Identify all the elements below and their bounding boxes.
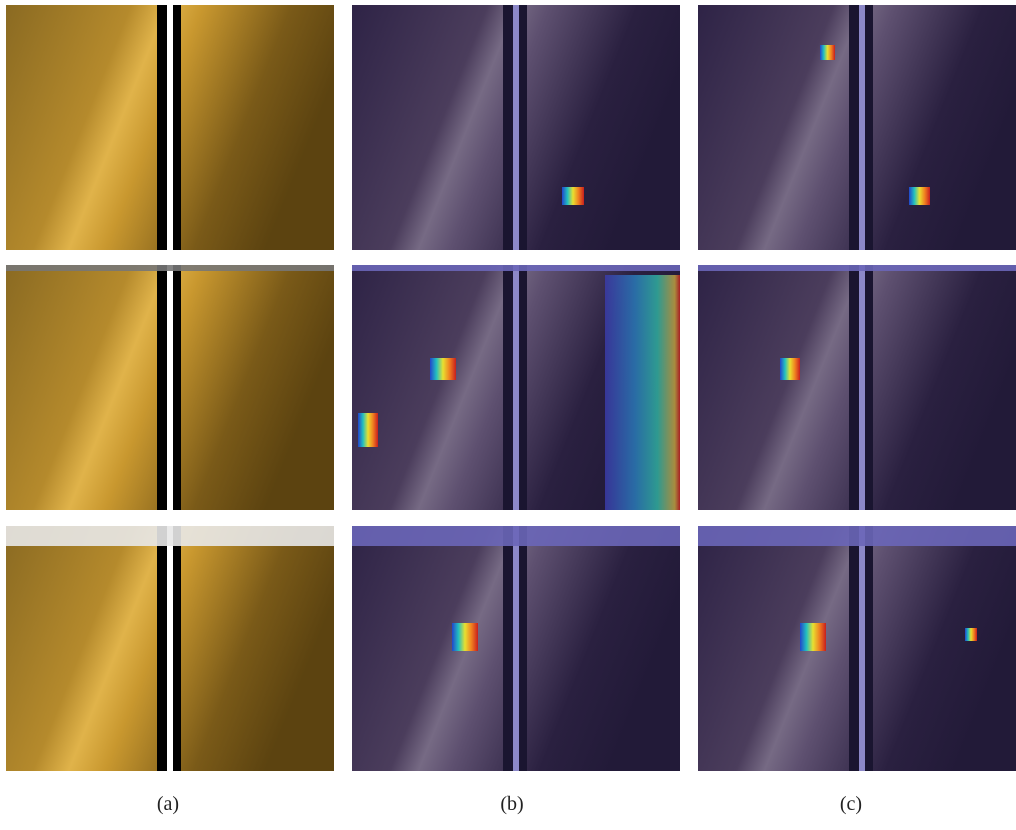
nadir-line — [859, 265, 865, 510]
nadir-line — [513, 5, 519, 250]
heatmap-box — [430, 358, 456, 380]
toolbar — [698, 526, 1016, 546]
toolbar — [6, 526, 334, 546]
heatmap-box — [909, 187, 930, 205]
heatmap-box — [780, 358, 800, 380]
toolbar — [352, 526, 680, 546]
sonar-panel — [698, 526, 1016, 771]
sonar-panel — [6, 5, 334, 250]
panel-grid — [6, 5, 1016, 771]
nadir-line — [167, 265, 173, 510]
sonar-panel — [698, 265, 1016, 510]
toolbar — [352, 265, 680, 271]
nadir-line — [167, 5, 173, 250]
sonar-panel — [352, 5, 680, 250]
caption: (c) — [840, 793, 862, 815]
sonar-panel — [352, 265, 680, 510]
figure: (a) (b) (c) — [0, 0, 1016, 825]
sonar-panel — [698, 5, 1016, 250]
sonar-panel — [352, 526, 680, 771]
caption: (b) — [500, 793, 523, 815]
heatmap-box — [562, 187, 584, 205]
toolbar — [6, 265, 334, 271]
nadir-line — [859, 526, 865, 771]
nadir-line — [167, 526, 173, 771]
heatmap-region — [605, 275, 680, 510]
toolbar — [698, 265, 1016, 271]
nadir-line — [513, 265, 519, 510]
heatmap-box — [965, 628, 977, 641]
caption: (a) — [157, 793, 179, 815]
heatmap-box — [452, 623, 478, 651]
nadir-line — [513, 526, 519, 771]
sonar-panel — [6, 265, 334, 510]
heatmap-box — [358, 413, 378, 447]
heatmap-box — [800, 623, 826, 651]
heatmap-box — [820, 45, 835, 60]
nadir-line — [859, 5, 865, 250]
sonar-panel — [6, 526, 334, 771]
